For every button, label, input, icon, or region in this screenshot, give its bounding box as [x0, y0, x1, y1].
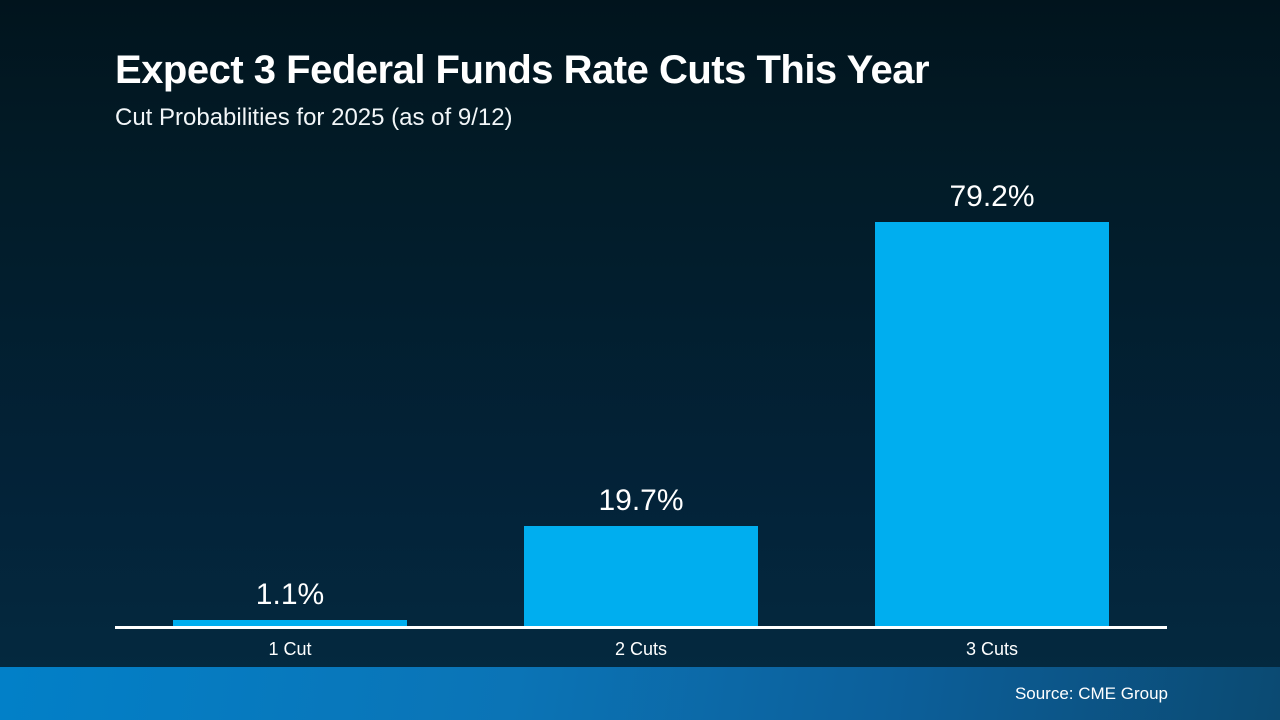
x-axis-label: 2 Cuts	[614, 639, 668, 659]
footer-banner: Source: CME Group	[0, 667, 1280, 720]
x-axis-line	[115, 626, 1167, 629]
bar-value-label: 79.2%	[949, 180, 1035, 213]
x-axis-label: 3 Cuts	[965, 639, 1019, 659]
source-text: Source: CME Group	[1014, 683, 1168, 703]
bar	[875, 222, 1109, 626]
chart-subtitle: Cut Probabilities for 2025 (as of 9/12)	[115, 104, 513, 131]
bar-value-label: 19.7%	[598, 484, 684, 517]
bar	[524, 526, 758, 626]
chart-title: Expect 3 Federal Funds Rate Cuts This Ye…	[115, 48, 930, 92]
bar-chart: 1.1% 1 Cut 19.7% 2 Cuts 79.2% 3 Cuts	[115, 147, 1167, 658]
bar	[173, 620, 407, 626]
x-axis-label: 1 Cut	[268, 639, 312, 659]
bar-value-label: 1.1%	[255, 578, 325, 611]
